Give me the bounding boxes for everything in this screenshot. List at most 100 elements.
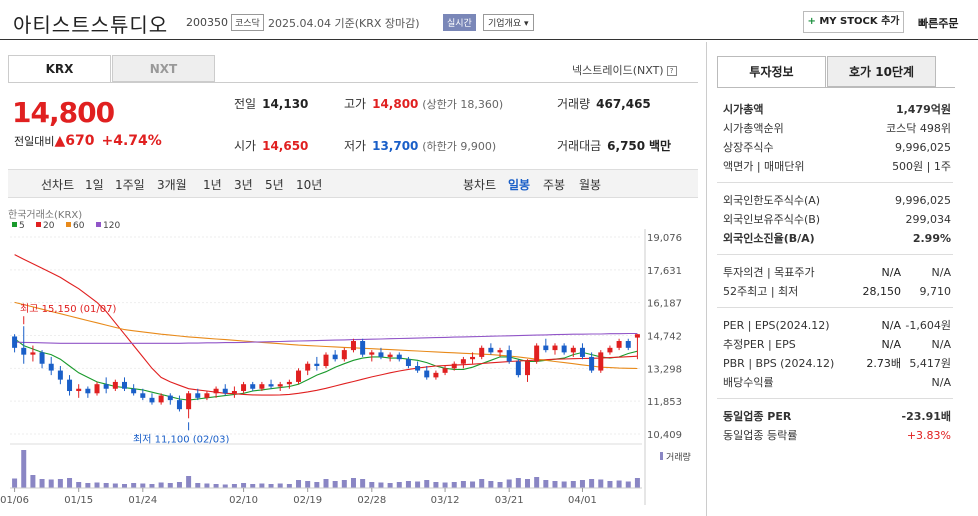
period-1w[interactable]: 1주일 [115,178,145,192]
candle-body [76,388,82,392]
candle-body [85,388,91,394]
stock-chart[interactable]: 한국거래소(KRX)5 20 60 120 19,076 17,631 16,187 14,7… [0,205,700,516]
plus-icon: + [807,16,816,27]
volume-bar [634,478,640,488]
candle-body [222,388,228,394]
period-weekly[interactable]: 주봉 [543,178,566,192]
volume-bar [112,483,118,488]
info-label: 시가총액 [723,103,764,116]
stat-prev-close: 전일 14,130 [234,97,309,111]
info-group: 시가총액 1,479억원 시가총액순위 코스닥 498위 상장주식수 9,996,025 액… [717,98,953,183]
period-daily[interactable]: 일봉 [508,178,531,192]
info-label: 동일업종 등락률 [723,429,798,442]
candle-body [314,363,320,367]
candle-body [158,395,164,403]
add-mystock-button[interactable]: + MY STOCK 추가 [803,11,904,33]
candle-body [442,368,448,373]
period-1y[interactable]: 1년 [203,178,222,192]
candle-body [259,384,265,389]
volume-bar [506,479,512,488]
period-1d[interactable]: 1일 [85,178,104,192]
volume-bar [369,482,375,488]
volume-bar [277,483,283,488]
info-value: 9,996,025 [895,194,951,207]
x-tick-label: 01/24 [128,495,157,506]
period-monthly[interactable]: 월봉 [579,178,602,192]
change-percent: +4.74% [101,133,162,149]
y-tick-label: 16,187 [647,299,682,310]
info-label: 시가총액순위 [723,122,784,135]
volume-bar [204,483,210,488]
ma-legend-label: 120 [103,221,120,231]
chart-title: 한국거래소(KRX) [8,209,82,221]
candle-body [323,354,329,367]
info-value: 1,479억원 [895,103,951,116]
period-3y[interactable]: 3년 [234,178,253,192]
info-value: 500원 | 1주 [892,160,951,173]
candle-body [451,363,457,369]
info-mid-value: N/A [881,338,901,351]
volume-bar [488,481,494,488]
info-value: 9,996,025 [895,141,951,154]
candle-body [186,393,192,410]
tab-investment-info[interactable]: 투자정보 [717,56,826,87]
volume-bar [607,481,613,488]
period-3m[interactable]: 3개월 [157,178,187,192]
period-5y[interactable]: 5년 [265,178,284,192]
info-row: 외국인소진율(B/A) 2.99% [717,229,953,248]
tab-orderbook[interactable]: 호가 10단계 [827,56,936,87]
candle-body [286,381,292,385]
info-label: 52주최고 | 최저 [723,285,799,298]
volume-bar [94,482,100,488]
tab-nxt[interactable]: NXT [112,55,215,82]
candle-body [607,347,613,353]
tab-krx[interactable]: KRX [8,55,111,82]
volume-bar [415,481,421,488]
candle-body [598,352,604,371]
candle-body [506,350,512,362]
volume-bar [222,484,228,488]
volume-bar [515,478,521,488]
volume-bar [21,450,27,488]
nxt-link[interactable]: 넥스트레이드(NXT)? [572,62,677,78]
volume-bar [121,484,127,488]
info-value: N/A [931,266,951,279]
info-label: 동일업종 PER [723,410,792,423]
info-value: 5,417원 [909,357,951,370]
info-row: PER | EPS(2024.12) N/A -1,604원 [717,316,953,335]
stock-header: 아티스트스튜디오 200350 코스닥 2025.04.04 기준(KRX 장마… [0,0,978,40]
quick-order-link[interactable]: 빠른주문 [918,17,959,30]
candle-body [140,393,146,398]
info-value: N/A [931,338,951,351]
candle-body [112,381,118,389]
candle-body [103,384,109,389]
info-group: 투자의견 | 목표주가 N/A N/A 52주최고 | 최저 28,150 9,710 [717,261,953,308]
company-overview-dropdown[interactable]: 기업개요 ▾ [483,14,534,31]
info-row: 동일업종 PER -23.91배 [717,407,953,426]
right-panel-divider [706,42,707,516]
min-price-note: 최저 11,100 (02/03) [133,433,229,445]
volume-bar [625,481,631,488]
volume-bar [158,482,164,488]
volume-bar [48,479,54,488]
period-10y[interactable]: 10년 [296,178,323,192]
stat-amount: 거래대금 6,750 백만 [557,139,672,153]
info-value: 2.99% [912,232,951,245]
volume-bar [433,482,439,488]
info-label: PBR | BPS (2024.12) [723,357,835,370]
volume-bar [140,483,146,488]
candle-body [94,384,100,394]
info-label: 외국인보유주식수(B) [723,213,821,226]
volume-bar [378,482,384,488]
volume-bar [195,483,201,488]
volume-bar [579,480,585,488]
candle-body [350,341,356,351]
help-icon[interactable]: ? [666,66,677,76]
info-label: 외국인소진율(B/A) [723,232,815,245]
realtime-button[interactable]: 실시간 [443,14,476,31]
candle-body [534,345,540,362]
info-value: 299,034 [905,213,952,226]
info-label: 외국인한도주식수(A) [723,194,821,207]
volume-bar [250,484,256,488]
quote-date: 2025.04.04 기준(KRX 장마감) [268,17,420,30]
